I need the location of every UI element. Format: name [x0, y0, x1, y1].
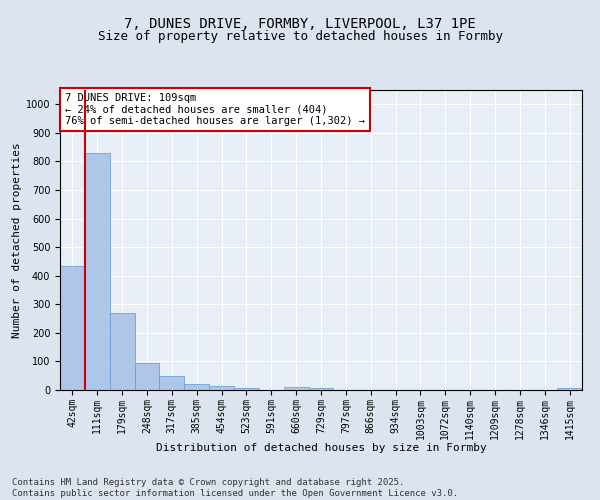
Bar — [234, 388, 259, 390]
Bar — [209, 386, 234, 390]
Bar — [134, 363, 160, 390]
Text: Size of property relative to detached houses in Formby: Size of property relative to detached ho… — [97, 30, 503, 43]
Text: 7 DUNES DRIVE: 109sqm
← 24% of detached houses are smaller (404)
76% of semi-det: 7 DUNES DRIVE: 109sqm ← 24% of detached … — [65, 93, 365, 126]
Bar — [160, 376, 184, 390]
Bar — [308, 388, 334, 390]
Text: Contains HM Land Registry data © Crown copyright and database right 2025.
Contai: Contains HM Land Registry data © Crown c… — [12, 478, 458, 498]
Bar — [557, 388, 582, 390]
Y-axis label: Number of detached properties: Number of detached properties — [11, 142, 22, 338]
Bar — [60, 266, 85, 390]
Bar — [284, 388, 308, 390]
Bar — [184, 384, 209, 390]
X-axis label: Distribution of detached houses by size in Formby: Distribution of detached houses by size … — [155, 443, 487, 453]
Bar — [85, 153, 110, 390]
Bar — [110, 313, 134, 390]
Text: 7, DUNES DRIVE, FORMBY, LIVERPOOL, L37 1PE: 7, DUNES DRIVE, FORMBY, LIVERPOOL, L37 1… — [124, 18, 476, 32]
